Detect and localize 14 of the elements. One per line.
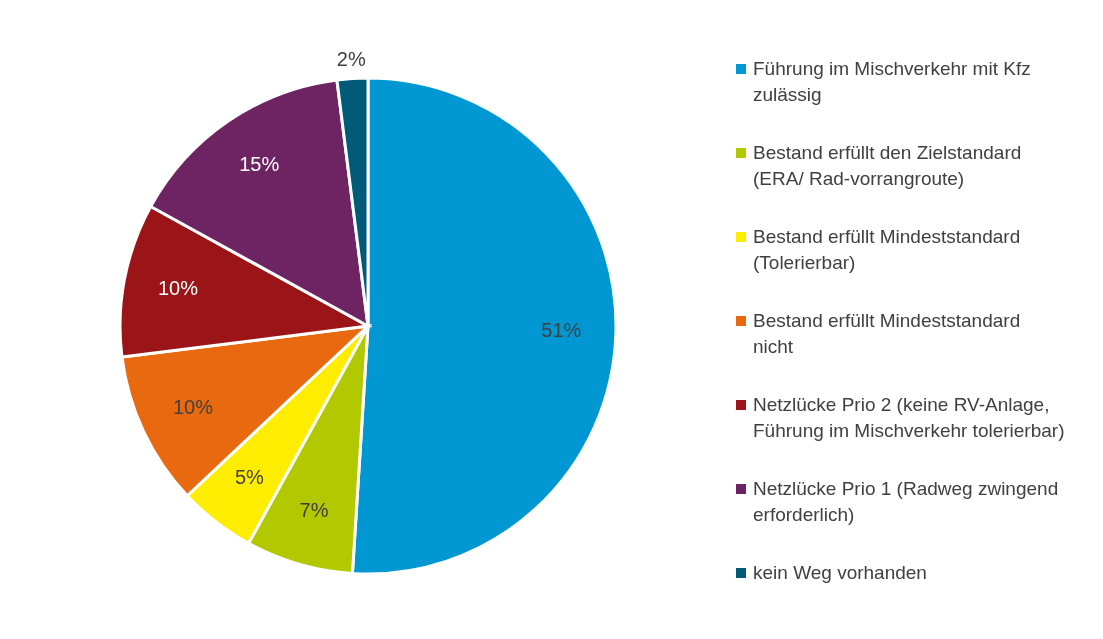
legend-label: Netzlücke Prio 2 (keine RV-Anlage, Führung im Mischverkehr tolerierbar) [753, 394, 1065, 442]
data-label: 7% [299, 499, 329, 522]
legend-label: Netzlücke Prio 1 (Radweg zwingend erforderlich) [753, 478, 1059, 526]
legend-label: kein Weg vorhanden [753, 562, 927, 584]
legend-label: Führung im Mischverkehr mit Kfz zulässig [753, 58, 1031, 106]
legend-label: Bestand erfüllt Mindeststandard nicht [753, 310, 1021, 358]
legend-label: Bestand erfüllt den Zielstandard (ERA/ Rad-vorrangroute) [753, 142, 1022, 190]
data-label: 5% [234, 466, 265, 489]
data-label: 10% [172, 395, 214, 418]
data-label: 51% [541, 319, 582, 342]
legend-label: Bestand erfüllt Mindeststandard (Tolerierbar) [753, 226, 1021, 274]
data-label: 15% [239, 153, 280, 176]
data-label: 2% [336, 47, 366, 70]
data-label: 10% [157, 277, 199, 300]
